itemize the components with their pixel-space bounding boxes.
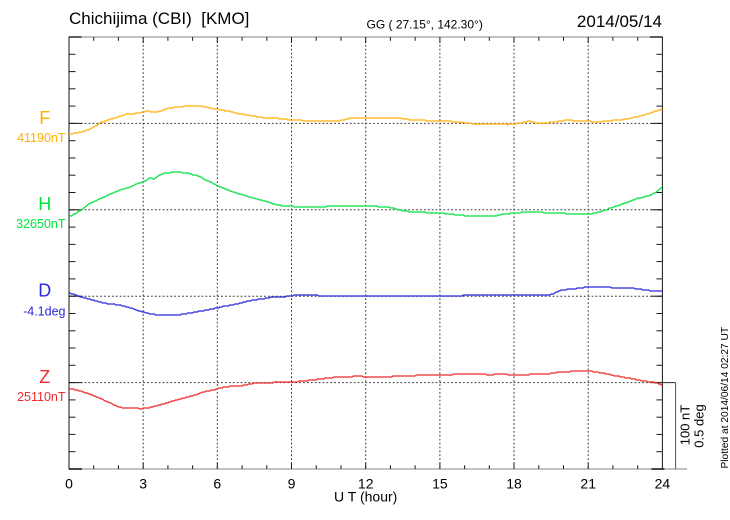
- svg-text:21: 21: [580, 476, 596, 492]
- svg-text:6: 6: [213, 476, 221, 492]
- svg-text:41190nT: 41190nT: [17, 131, 66, 145]
- svg-text:H: H: [38, 194, 51, 214]
- svg-text:2014/05/14: 2014/05/14: [577, 12, 662, 31]
- svg-text:3: 3: [139, 476, 147, 492]
- svg-text:U T (hour): U T (hour): [334, 489, 397, 505]
- svg-text:15: 15: [432, 476, 448, 492]
- svg-text:24: 24: [655, 476, 671, 492]
- svg-text:Chichijima (CBI) [KMO]: Chichijima (CBI) [KMO]: [69, 9, 249, 28]
- svg-text:F: F: [39, 108, 50, 128]
- svg-text:12: 12: [358, 476, 374, 492]
- svg-text:0: 0: [65, 476, 73, 492]
- svg-text:100 nT: 100 nT: [678, 405, 693, 446]
- svg-text:0.5 deg: 0.5 deg: [692, 404, 707, 447]
- svg-text:18: 18: [506, 476, 522, 492]
- svg-text:-4.1deg: -4.1deg: [23, 305, 65, 319]
- svg-text:GG ( 27.15°, 142.30°): GG ( 27.15°, 142.30°): [367, 18, 483, 32]
- svg-text:D: D: [38, 281, 51, 301]
- svg-text:Z: Z: [39, 367, 50, 387]
- svg-text:Plotted at 2014/06/14 02:27 UT: Plotted at 2014/06/14 02:27 UT: [720, 327, 730, 469]
- svg-text:9: 9: [288, 476, 296, 492]
- svg-text:25110nT: 25110nT: [17, 390, 66, 404]
- svg-text:32650nT: 32650nT: [16, 217, 66, 231]
